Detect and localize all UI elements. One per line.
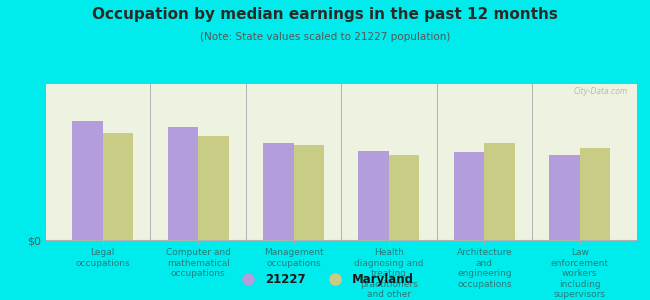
Bar	[484, 143, 515, 240]
Bar	[454, 152, 484, 240]
Text: (Note: State values scaled to 21227 population): (Note: State values scaled to 21227 popu…	[200, 32, 450, 41]
Bar	[358, 151, 389, 240]
Bar	[168, 127, 198, 240]
Text: Occupation by median earnings in the past 12 months: Occupation by median earnings in the pas…	[92, 8, 558, 22]
Bar	[263, 143, 294, 240]
Bar	[198, 136, 229, 240]
Bar	[103, 133, 133, 240]
Bar	[294, 145, 324, 240]
Legend: 21227, Maryland: 21227, Maryland	[232, 269, 418, 291]
Bar	[72, 121, 103, 240]
Bar	[580, 148, 610, 240]
Bar	[389, 155, 419, 240]
Text: City-Data.com: City-Data.com	[574, 87, 628, 96]
Bar	[549, 155, 580, 240]
